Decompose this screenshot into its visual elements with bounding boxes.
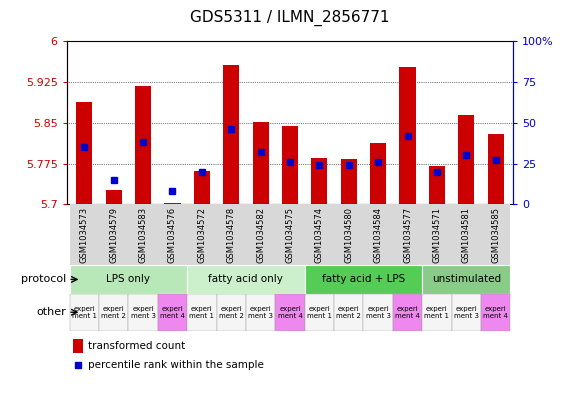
Bar [74,339,83,353]
Text: GSM1034581: GSM1034581 [462,207,471,263]
Bar [99,204,128,265]
Bar [187,265,304,294]
Bar [393,294,422,331]
Bar [488,134,504,204]
Bar [481,204,510,265]
Bar [70,204,99,265]
Text: GSM1034582: GSM1034582 [256,207,265,263]
Text: percentile rank within the sample: percentile rank within the sample [88,360,264,371]
Text: experi
ment 4: experi ment 4 [160,306,185,319]
Bar [187,294,216,331]
Text: experi
ment 4: experi ment 4 [483,306,508,319]
Text: GSM1034572: GSM1034572 [197,207,206,263]
Text: fatty acid + LPS: fatty acid + LPS [322,274,405,285]
Bar [194,171,210,204]
Bar [276,294,304,331]
Text: other: other [36,307,66,317]
Bar [223,65,240,204]
Bar [246,204,276,265]
Text: GSM1034574: GSM1034574 [315,207,324,263]
Bar [452,294,481,331]
Bar [128,204,158,265]
Text: GSM1034575: GSM1034575 [285,207,295,263]
Bar [216,204,246,265]
Bar [246,294,276,331]
Bar [187,204,216,265]
Bar [429,166,445,204]
Text: experi
ment 4: experi ment 4 [395,306,420,319]
Text: experi
ment 2: experi ment 2 [102,306,126,319]
Bar [76,102,92,204]
Bar [334,204,364,265]
Text: experi
ment 1: experi ment 1 [72,306,97,319]
Bar [216,294,246,331]
Text: GSM1034583: GSM1034583 [139,207,147,263]
Text: experi
ment 1: experi ment 1 [189,306,215,319]
Bar [128,294,158,331]
Text: GSM1034577: GSM1034577 [403,207,412,263]
Bar [364,294,393,331]
Text: experi
ment 3: experi ment 3 [130,306,155,319]
Bar [422,294,452,331]
Bar [481,294,510,331]
Bar [370,143,386,204]
Text: transformed count: transformed count [88,341,186,351]
Text: GDS5311 / ILMN_2856771: GDS5311 / ILMN_2856771 [190,9,390,26]
Text: GSM1034571: GSM1034571 [433,207,441,263]
Bar [158,294,187,331]
Bar [304,265,422,294]
Bar [276,204,304,265]
Text: experi
ment 1: experi ment 1 [307,306,332,319]
Text: GSM1034573: GSM1034573 [80,207,89,263]
Text: fatty acid only: fatty acid only [208,274,284,285]
Text: protocol: protocol [20,274,66,285]
Text: GSM1034585: GSM1034585 [491,207,500,263]
Bar [70,265,187,294]
Text: experi
ment 2: experi ment 2 [219,306,244,319]
Bar [458,115,474,204]
Bar [158,204,187,265]
Text: GSM1034576: GSM1034576 [168,207,177,263]
Bar [364,204,393,265]
Bar [340,159,357,204]
Bar [304,294,334,331]
Bar [311,158,328,204]
Bar [282,125,298,204]
Bar [106,190,122,204]
Text: experi
ment 3: experi ment 3 [365,306,391,319]
Text: GSM1034579: GSM1034579 [109,207,118,263]
Bar [422,204,452,265]
Text: GSM1034578: GSM1034578 [227,207,235,263]
Text: experi
ment 2: experi ment 2 [336,306,361,319]
Text: experi
ment 3: experi ment 3 [248,306,273,319]
Text: GSM1034584: GSM1034584 [374,207,383,263]
Bar [452,204,481,265]
Bar [135,86,151,204]
Bar [334,294,364,331]
Text: experi
ment 4: experi ment 4 [278,306,302,319]
Text: LPS only: LPS only [106,274,150,285]
Bar [304,204,334,265]
Text: unstimulated: unstimulated [432,274,501,285]
Text: experi
ment 3: experi ment 3 [454,306,478,319]
Bar [164,203,180,204]
Bar [422,265,510,294]
Text: experi
ment 1: experi ment 1 [425,306,450,319]
Bar [99,294,128,331]
Text: GSM1034580: GSM1034580 [345,207,353,263]
Bar [252,122,269,204]
Bar [70,294,99,331]
Bar [393,204,422,265]
Bar [400,67,416,204]
